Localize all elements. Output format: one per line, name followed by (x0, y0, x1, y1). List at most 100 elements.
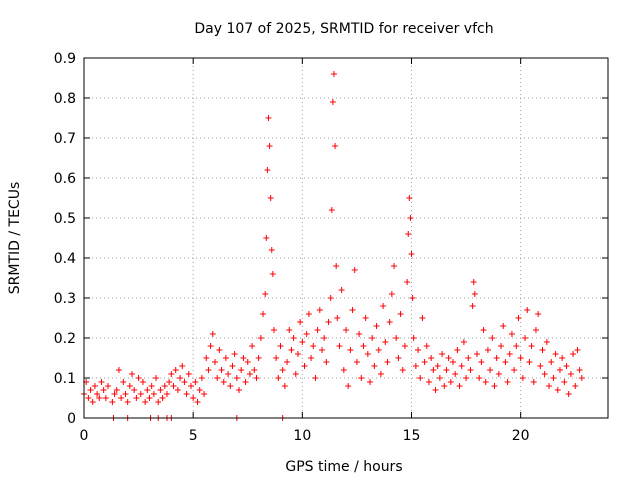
data-point (122, 391, 129, 397)
data-point (415, 347, 422, 353)
data-point (159, 395, 166, 401)
data-point (539, 347, 546, 353)
data-point (327, 295, 334, 301)
data-point (288, 347, 295, 353)
data-point (168, 371, 175, 377)
data-point (238, 367, 245, 373)
data-point (264, 167, 271, 173)
data-point (316, 307, 323, 313)
data-point (281, 383, 288, 389)
data-point (249, 343, 256, 349)
data-point (445, 355, 452, 361)
data-point (506, 351, 513, 357)
data-point (526, 359, 533, 365)
data-point (338, 287, 345, 293)
data-point (212, 359, 218, 365)
data-point (495, 371, 502, 377)
data-point (183, 391, 190, 397)
data-point (269, 271, 276, 277)
data-point (391, 263, 398, 269)
data-point (449, 359, 456, 365)
data-point (207, 343, 214, 349)
data-point (546, 383, 553, 389)
data-point (347, 347, 354, 353)
data-point (336, 343, 343, 349)
data-points (81, 71, 585, 421)
data-point (470, 279, 477, 285)
data-point (524, 307, 531, 313)
data-point (146, 395, 153, 401)
data-point (401, 343, 408, 349)
data-point (137, 391, 144, 397)
data-point (233, 375, 240, 381)
data-point (172, 367, 179, 373)
data-point (328, 207, 335, 213)
data-point (419, 315, 426, 321)
data-point (576, 367, 583, 373)
y-tick-label: 0.4 (54, 251, 76, 267)
data-point (231, 351, 238, 357)
data-point (404, 279, 411, 285)
data-point (255, 355, 262, 361)
data-point (192, 379, 199, 385)
data-point (109, 399, 116, 405)
data-point (443, 367, 450, 373)
data-point (273, 355, 280, 361)
x-tick-label: 5 (189, 428, 198, 444)
data-point (214, 375, 221, 381)
data-point (105, 383, 112, 389)
data-point (148, 383, 155, 389)
data-point (399, 367, 406, 373)
data-point (201, 391, 208, 397)
data-point (305, 311, 312, 317)
data-point (301, 363, 308, 369)
y-axis-label: SRMTID / TECUs (7, 182, 23, 295)
data-point (565, 391, 572, 397)
data-point (181, 379, 188, 385)
data-point (543, 339, 550, 345)
data-point (85, 395, 92, 401)
data-point (517, 355, 524, 361)
data-point (185, 371, 192, 377)
data-point (500, 323, 507, 329)
data-point (476, 375, 483, 381)
data-point (458, 363, 465, 369)
x-tick-label: 0 (80, 428, 89, 444)
data-point (397, 311, 404, 317)
data-point (375, 347, 382, 353)
data-point (384, 359, 391, 365)
y-tick-label: 0.3 (54, 291, 76, 307)
data-point (409, 295, 416, 301)
data-point (303, 331, 310, 337)
data-point (87, 387, 94, 393)
data-point (170, 383, 177, 389)
data-point (246, 371, 253, 377)
data-point (161, 383, 168, 389)
x-axis-label: GPS time / hours (285, 459, 402, 475)
data-point (343, 327, 349, 333)
data-point (559, 355, 566, 361)
data-point (567, 371, 574, 377)
data-point (113, 387, 120, 393)
data-point (425, 379, 432, 385)
data-point (294, 351, 301, 357)
data-point (417, 375, 424, 381)
data-point (423, 343, 430, 349)
data-point (229, 363, 236, 369)
data-point (356, 331, 363, 337)
data-point (333, 263, 340, 269)
data-point (386, 319, 393, 325)
data-point (89, 399, 96, 405)
data-point (371, 363, 378, 369)
y-tick-label: 0.1 (54, 371, 76, 387)
data-point (290, 335, 297, 341)
data-point (436, 375, 443, 381)
data-point (482, 379, 489, 385)
data-point (447, 379, 454, 385)
data-point (550, 375, 557, 381)
y-tick-label: 0.7 (54, 131, 76, 147)
data-point (236, 387, 243, 393)
data-point (434, 363, 441, 369)
data-point (541, 371, 548, 377)
data-point (471, 291, 478, 297)
